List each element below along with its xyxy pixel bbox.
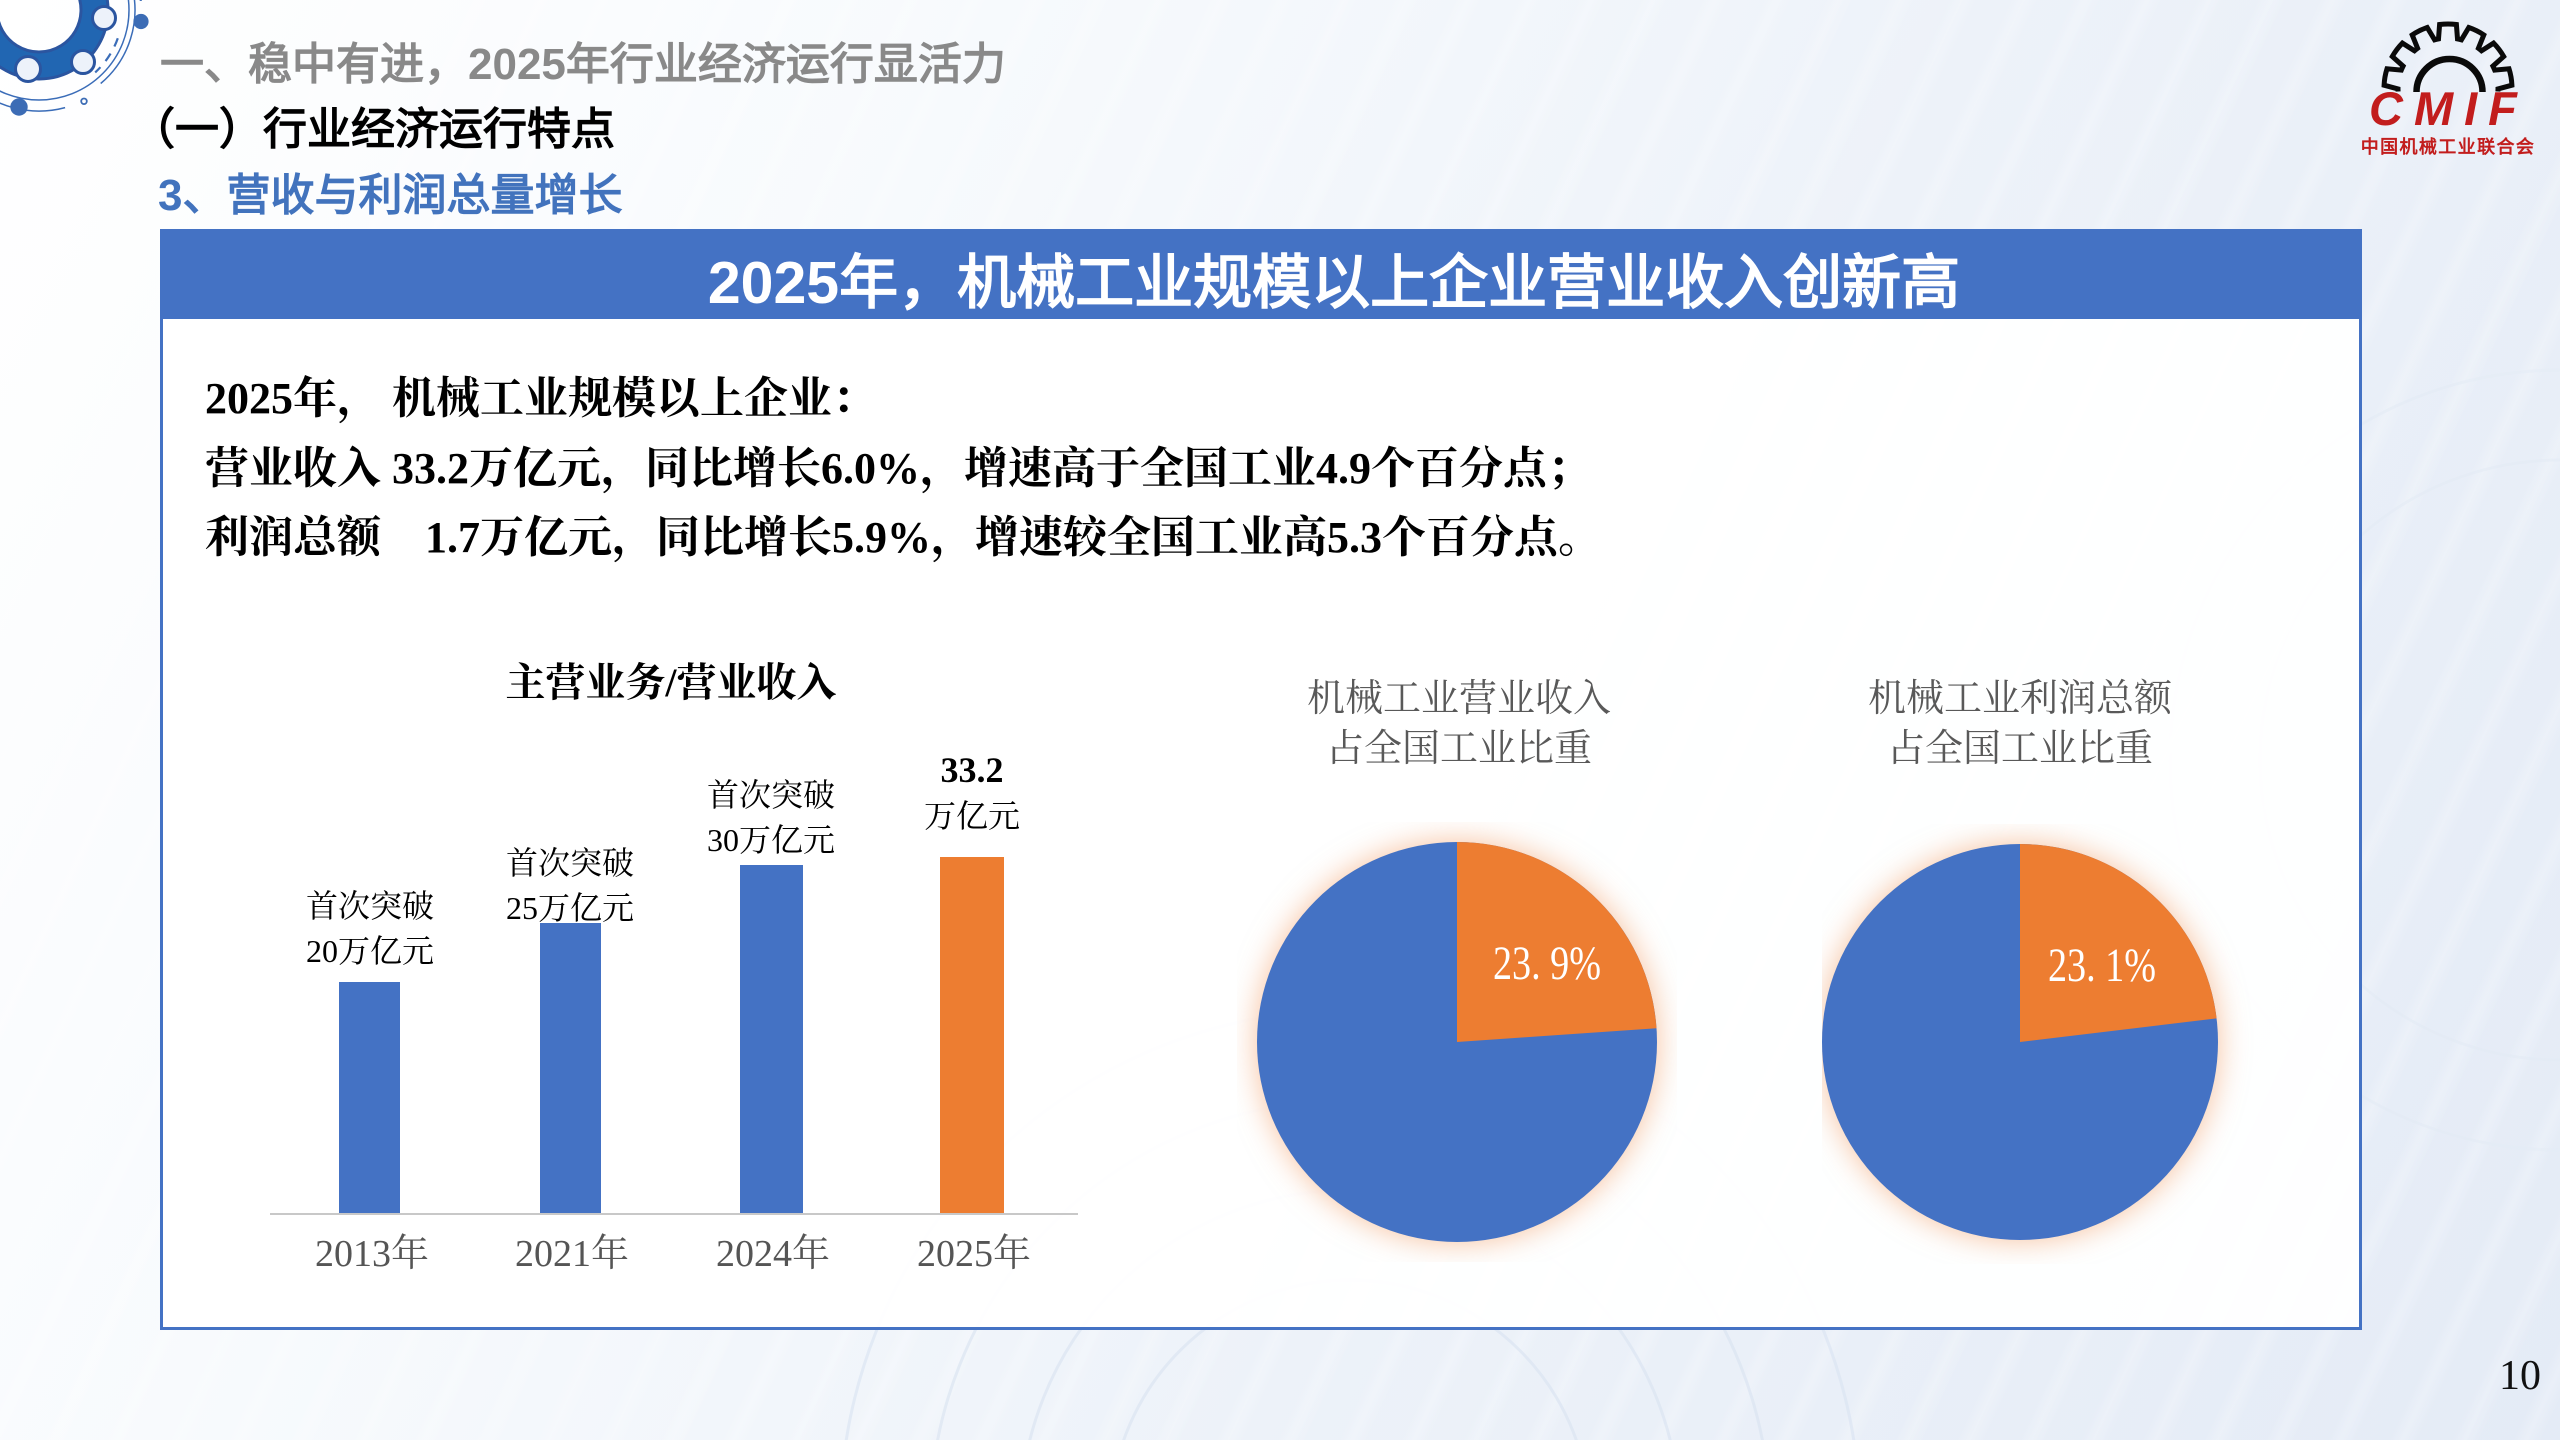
svg-text:中国机械工业联合会: 中国机械工业联合会 — [2361, 136, 2536, 157]
svg-text:23. 1%: 23. 1% — [2048, 939, 2156, 992]
svg-text:CMIF: CMIF — [2369, 82, 2528, 135]
svg-text:23. 9%: 23. 9% — [1493, 937, 1601, 990]
